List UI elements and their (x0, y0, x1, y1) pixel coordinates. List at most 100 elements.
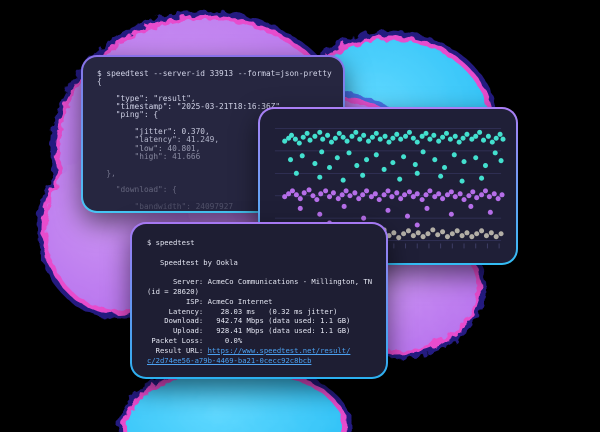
chart-dot (310, 193, 316, 199)
chart-dot (500, 136, 506, 142)
chart-dot (440, 196, 446, 202)
chart-dot (466, 193, 472, 199)
chart-dot (323, 188, 329, 194)
chart-dot (325, 132, 331, 138)
chart-dot (483, 233, 489, 239)
chart-dot (403, 133, 409, 139)
chart-dot (444, 192, 450, 198)
terminal-line: "jitter": 0.370, (97, 127, 210, 137)
chart-dot (461, 159, 467, 165)
chart-dot (364, 157, 370, 163)
scatter-chart (274, 128, 506, 249)
chart-dot (414, 191, 420, 197)
chart-dot (317, 211, 323, 217)
chart-dot (293, 170, 299, 176)
chart-dot (414, 170, 420, 176)
terminal-line: }, (97, 168, 116, 178)
chart-dot (402, 192, 408, 198)
chart-dot (397, 176, 403, 182)
chart-dot (431, 132, 437, 138)
chart-dot (343, 188, 349, 194)
chart-dot (459, 233, 465, 239)
chart-dot (499, 192, 505, 198)
terminal-text: Latency: 28.03 ms (0.32 ms jitter) (147, 306, 338, 316)
chart-dot (288, 132, 295, 138)
terminal-text: Download: 942.74 Mbps (data used: 1.1 GB… (147, 316, 351, 326)
terminal-text: $ speedtest (147, 238, 195, 247)
chart-dot (381, 192, 387, 198)
chart-dot (451, 152, 457, 158)
chart-dot (344, 138, 350, 144)
chart-dot (492, 150, 498, 156)
chart-dot (401, 231, 407, 237)
chart-dot (493, 234, 499, 240)
terminal-line: Packet Loss: 0.0% (147, 336, 371, 346)
chart-dot (339, 192, 345, 198)
chart-dot (412, 162, 418, 168)
chart-dot (482, 162, 489, 169)
terminal-line: Latency: 28.03 ms (0.32 ms jitter) (147, 307, 371, 317)
chart-dot (401, 154, 407, 160)
chart-dot (319, 149, 325, 155)
terminal-line: "latency": 41.249, (97, 135, 220, 145)
chart-dot (390, 160, 396, 166)
terminal-line: "timestamp": "2025-03-21T18:16:36Z", (97, 102, 285, 112)
chart-dot (461, 197, 467, 203)
chart-dot (354, 162, 360, 169)
terminal-line: "type": "result", (97, 93, 196, 103)
chart-dot (326, 194, 333, 200)
result-url-link[interactable]: c/2d74ee56-a79b-4469-ba21-0cecc92c8bcb (147, 355, 312, 365)
chart-dot (330, 190, 336, 196)
chart-dot (361, 132, 367, 138)
chart-dot (406, 189, 412, 195)
terminal-line: (id = 28620) (147, 287, 371, 297)
chart-dot (297, 205, 303, 211)
chart-dot (390, 135, 396, 141)
terminal-line: { (97, 77, 102, 87)
chart-dot (479, 192, 485, 198)
chart-dot (318, 191, 324, 197)
chart-dot (486, 194, 492, 200)
result-url-link[interactable]: https://www.speedtest.net/result/ (207, 345, 351, 355)
chart-dot (312, 161, 318, 167)
terminal-text: Speedtest by Ookla (147, 257, 238, 267)
chart-dot (312, 133, 318, 139)
chart-dot (292, 136, 298, 142)
chart-dot (432, 194, 438, 200)
chart-dot (427, 188, 433, 194)
chart-dot (444, 234, 450, 240)
chart-dot (282, 138, 288, 144)
chart-dot (459, 178, 465, 184)
chart-dot (491, 191, 497, 197)
chart-dot (482, 188, 489, 194)
chart-dot (317, 129, 323, 135)
chart-dot (373, 152, 379, 158)
chart-dot (498, 158, 504, 164)
chart-dot (352, 190, 358, 196)
terminal-text: (id = 28620) (147, 286, 199, 296)
chart-dot (419, 197, 425, 203)
chart-dot (448, 211, 454, 217)
chart-dot (376, 197, 382, 203)
chart-dot (314, 197, 320, 203)
chart-dot (473, 133, 479, 139)
chart-dot (464, 230, 470, 236)
chart-dot (432, 157, 438, 163)
chart-dot (469, 136, 475, 142)
chart-dot (394, 131, 400, 137)
chart-dot (296, 140, 302, 146)
chart-dot (335, 196, 341, 202)
chart-dot (468, 203, 474, 210)
chart-dot (452, 194, 458, 200)
chart-dot (470, 189, 476, 195)
terminal-window-speedtest: $ speedtest Speedtest by Ookla Server: A… (130, 222, 388, 379)
chart-dot (414, 222, 420, 228)
chart-dot (301, 190, 307, 196)
chart-dot (435, 232, 441, 238)
terminal-line: Speedtest by Ookla (147, 258, 371, 268)
teal-series (282, 129, 506, 184)
chart-dot (452, 133, 458, 139)
terminal-line: Download: 942.74 Mbps (data used: 1.1 GB… (147, 316, 371, 326)
chart-dot (286, 191, 292, 197)
